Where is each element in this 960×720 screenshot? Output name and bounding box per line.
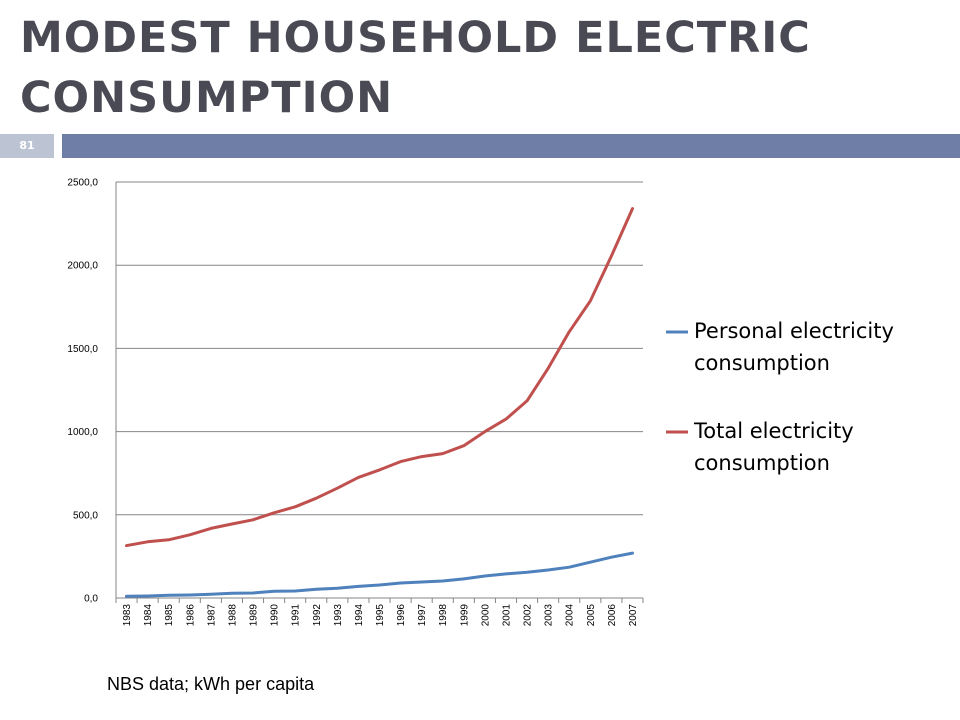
x-tick-label: 2001 [501,604,512,627]
x-tick-label: 1993 [333,604,344,627]
slide-title: MODEST HOUSEHOLD ELECTRIC CONSUMPTION [20,13,811,123]
series-line-2 [125,207,634,548]
chart-gridlines [115,181,644,603]
y-axis-tick-labels: 0,0 500,0 1000,0 1500,0 2000,0 2500,0 [67,178,98,605]
x-tick-label: 1996 [396,604,407,627]
x-axis-tick-labels: 1983 1984 1985 1986 1987 1988 1989 1990 1991 1992… [122,604,639,627]
x-tick-label: 2000 [480,604,491,627]
x-tick-label: 1991 [291,604,302,627]
x-tick-label: 2005 [586,604,597,627]
y-tick-label: 1500,0 [67,344,98,355]
x-tick-label: 2002 [523,604,534,627]
title-accent-bar [62,134,960,158]
legend-label-2: Total electricity consumption [693,419,854,475]
x-tick-label: 1995 [375,604,386,627]
x-tick-label: 1997 [417,604,428,627]
x-tick-label: 1986 [185,604,196,627]
x-tick-label: 1998 [438,604,449,627]
source-note: NBS data; kWh per capita [107,674,315,694]
x-tick-label: 2004 [565,604,576,627]
legend-label-1: Personal electricity consumption [694,319,894,375]
x-tick-label: 1992 [312,604,323,627]
y-tick-label: 2500,0 [67,178,98,189]
x-tick-label: 1984 [143,604,154,627]
x-tick-label: 1988 [227,604,238,627]
x-tick-label: 1985 [164,604,175,627]
x-tick-label: 1990 [270,604,281,627]
x-tick-label: 2003 [544,604,555,627]
x-tick-label: 2006 [607,604,618,627]
x-tick-label: 1994 [354,604,365,627]
x-tick-label: 2007 [628,604,639,627]
y-tick-label: 0,0 [84,594,98,605]
x-tick-label: 1989 [249,604,260,627]
slide-number: 81 [0,134,54,158]
chart-series [125,207,634,598]
x-tick-label: 1983 [122,604,133,627]
y-tick-label: 2000,0 [67,261,98,272]
x-tick-label: 1999 [459,604,470,627]
y-tick-label: 1000,0 [67,427,98,438]
series-line-1 [125,551,634,598]
x-tick-label: 1987 [206,604,217,627]
y-tick-label: 500,0 [73,510,98,521]
chart-legend: Personal electricity consumption Total ele… [666,319,894,475]
